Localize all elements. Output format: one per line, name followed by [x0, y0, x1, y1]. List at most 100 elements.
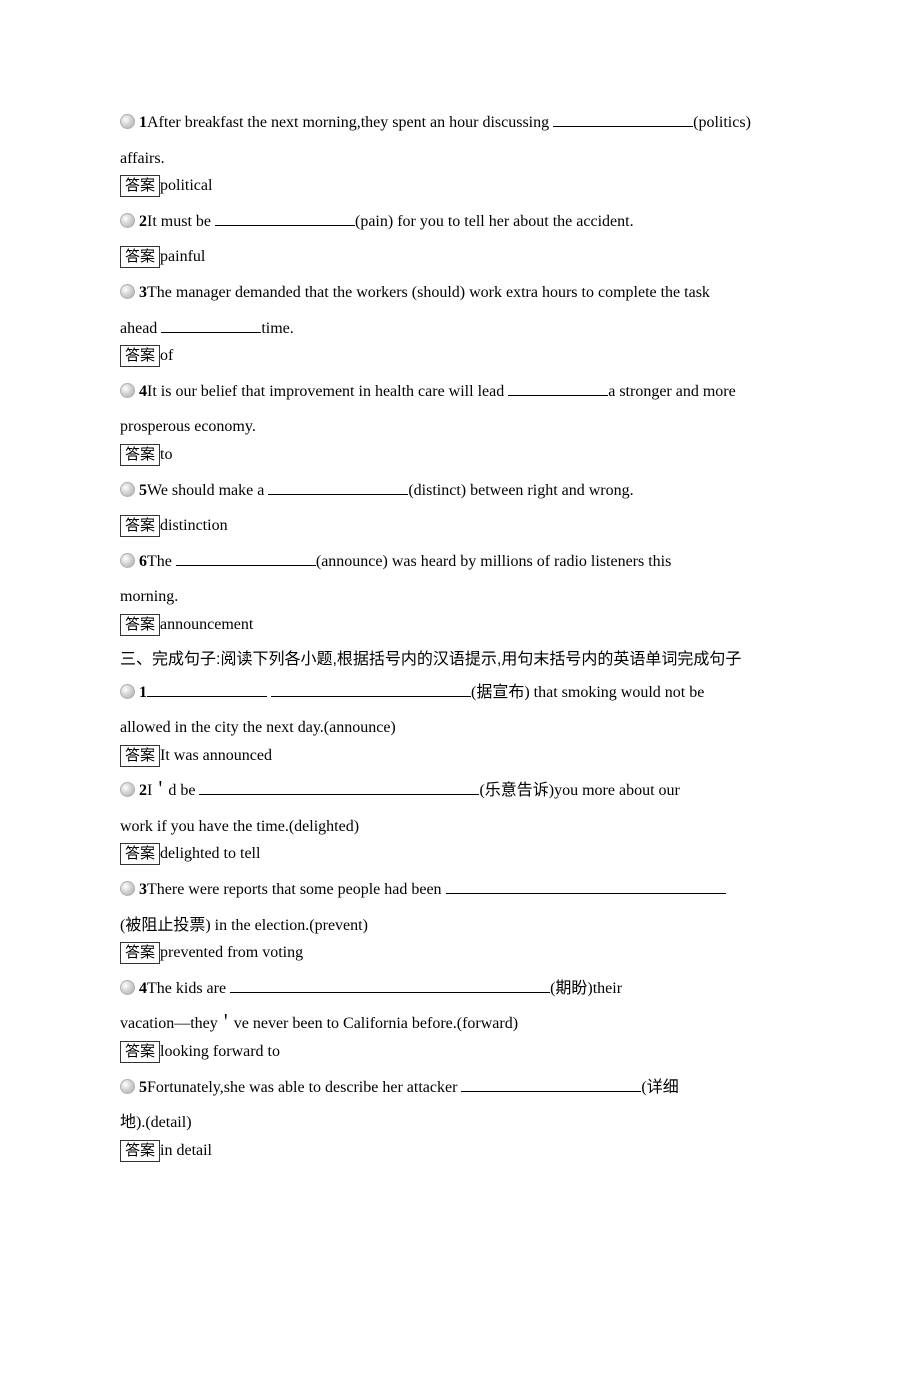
- question-continuation: ahead time.: [120, 316, 800, 342]
- bullet-icon: [120, 881, 135, 896]
- answer-label: 答案: [120, 345, 160, 367]
- question-line: 1 (据宣布) that smoking would not be: [120, 680, 800, 706]
- bullet-icon: [120, 980, 135, 995]
- answer-label: 答案: [120, 942, 160, 964]
- bullet-icon: [120, 114, 135, 129]
- document-page: 1After breakfast the next morning,they s…: [0, 0, 920, 1373]
- fill-blank: [271, 680, 471, 697]
- fill-blank: [508, 379, 608, 396]
- fill-blank: [553, 110, 693, 127]
- question-line: 5We should make a (distinct) between rig…: [120, 478, 800, 504]
- answer-label: 答案: [120, 843, 160, 865]
- question-number: 2: [139, 213, 147, 230]
- question-line: 4It is our belief that improvement in he…: [120, 379, 800, 405]
- answer-text: looking forward to: [160, 1043, 280, 1060]
- question-text: The kids are: [147, 980, 230, 997]
- answer-label: 答案: [120, 515, 160, 537]
- question-continuation: prosperous economy.: [120, 414, 800, 440]
- question-continuation: vacation—they＇ve never been to Californi…: [120, 1011, 800, 1037]
- question-text-after: (announce) was heard by millions of radi…: [316, 553, 671, 570]
- answer-line: 答案painful: [120, 244, 800, 270]
- answer-line: 答案in detail: [120, 1138, 800, 1164]
- question-text-after: (politics): [693, 114, 751, 131]
- question-line: 2I＇d be (乐意告诉)you more about our: [120, 778, 800, 804]
- question-line: 4The kids are (期盼)their: [120, 976, 800, 1002]
- answer-label: 答案: [120, 175, 160, 197]
- question-number: 2: [139, 782, 147, 799]
- question-text: The manager demanded that the workers (s…: [147, 284, 710, 301]
- answer-line: 答案announcement: [120, 612, 800, 638]
- fill-blank: [461, 1075, 641, 1092]
- fill-blank: [147, 680, 267, 697]
- question-number: 1: [139, 684, 147, 701]
- bullet-icon: [120, 1079, 135, 1094]
- answer-text: of: [160, 347, 173, 364]
- answer-text: prevented from voting: [160, 944, 303, 961]
- question-number: 3: [139, 284, 147, 301]
- question-continuation: morning.: [120, 584, 800, 610]
- question-number: 5: [139, 1079, 147, 1096]
- answer-text: to: [160, 446, 172, 463]
- question-block: 5Fortunately,she was able to describe he…: [120, 1075, 800, 1164]
- answer-line: 答案of: [120, 343, 800, 369]
- question-line: 1After breakfast the next morning,they s…: [120, 110, 800, 136]
- bullet-icon: [120, 684, 135, 699]
- question-number: 3: [139, 881, 147, 898]
- cont-after: time.: [261, 320, 293, 337]
- answer-text: distinction: [160, 517, 228, 534]
- question-continuation: work if you have the time.(delighted): [120, 814, 800, 840]
- question-text-after: (乐意告诉)you more about our: [479, 782, 679, 799]
- question-text: Fortunately,she was able to describe her…: [147, 1079, 461, 1096]
- question-number: 1: [139, 114, 147, 131]
- question-block: 2I＇d be (乐意告诉)you more about our work if…: [120, 778, 800, 867]
- answer-line: 答案prevented from voting: [120, 940, 800, 966]
- question-line: 2It must be (pain) for you to tell her a…: [120, 209, 800, 235]
- answer-text: announcement: [160, 616, 253, 633]
- answer-label: 答案: [120, 1140, 160, 1162]
- question-text-after: (期盼)their: [550, 980, 622, 997]
- question-number: 5: [139, 482, 147, 499]
- bullet-icon: [120, 213, 135, 228]
- question-text-after: (详细: [641, 1079, 678, 1096]
- question-block: 1After breakfast the next morning,they s…: [120, 110, 800, 199]
- answer-text: in detail: [160, 1142, 212, 1159]
- question-text-after: (pain) for you to tell her about the acc…: [355, 213, 634, 230]
- section-heading: 三、完成句子:阅读下列各小题,根据括号内的汉语提示,用句末括号内的英语单词完成句…: [120, 648, 800, 672]
- answer-line: 答案to: [120, 442, 800, 468]
- bullet-icon: [120, 284, 135, 299]
- answer-line: 答案distinction: [120, 513, 800, 539]
- bullet-icon: [120, 782, 135, 797]
- answer-text: political: [160, 177, 212, 194]
- answer-line: 答案delighted to tell: [120, 841, 800, 867]
- question-line: 6The (announce) was heard by millions of…: [120, 549, 800, 575]
- answer-line: 答案political: [120, 173, 800, 199]
- question-text: We should make a: [147, 482, 268, 499]
- question-block: 2It must be (pain) for you to tell her a…: [120, 209, 800, 270]
- question-number: 6: [139, 553, 147, 570]
- question-text: There were reports that some people had …: [147, 881, 446, 898]
- answer-text: delighted to tell: [160, 845, 260, 862]
- question-text: After breakfast the next morning,they sp…: [147, 114, 553, 131]
- question-continuation: affairs.: [120, 146, 800, 172]
- bullet-icon: [120, 482, 135, 497]
- question-text-after: a stronger and more: [608, 383, 736, 400]
- fill-blank: [268, 478, 408, 495]
- cont-before: ahead: [120, 320, 161, 337]
- answer-label: 答案: [120, 246, 160, 268]
- question-block: 3There were reports that some people had…: [120, 877, 800, 966]
- answer-label: 答案: [120, 444, 160, 466]
- answer-text: painful: [160, 248, 205, 265]
- question-text: The: [147, 553, 176, 570]
- question-text: It must be: [147, 213, 215, 230]
- answer-line: 答案looking forward to: [120, 1039, 800, 1065]
- question-continuation: 地).(detail): [120, 1110, 800, 1136]
- fill-blank: [215, 209, 355, 226]
- question-block: 4It is our belief that improvement in he…: [120, 379, 800, 468]
- fill-blank: [199, 778, 479, 795]
- question-continuation: allowed in the city the next day.(announ…: [120, 715, 800, 741]
- answer-label: 答案: [120, 1041, 160, 1063]
- question-text: It is our belief that improvement in hea…: [147, 383, 508, 400]
- bullet-icon: [120, 383, 135, 398]
- question-text: I＇d be: [147, 782, 199, 799]
- question-block: 3The manager demanded that the workers (…: [120, 280, 800, 369]
